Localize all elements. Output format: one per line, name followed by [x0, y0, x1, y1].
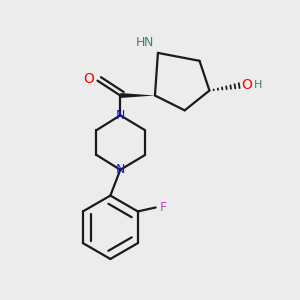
Text: O: O	[83, 72, 94, 86]
Text: O: O	[242, 78, 253, 92]
Text: N: N	[116, 109, 125, 122]
Polygon shape	[120, 93, 155, 98]
Text: H: H	[135, 37, 145, 50]
Text: N: N	[143, 37, 153, 50]
Text: F: F	[160, 201, 167, 214]
Text: N: N	[116, 163, 125, 176]
Text: H: H	[254, 80, 262, 90]
